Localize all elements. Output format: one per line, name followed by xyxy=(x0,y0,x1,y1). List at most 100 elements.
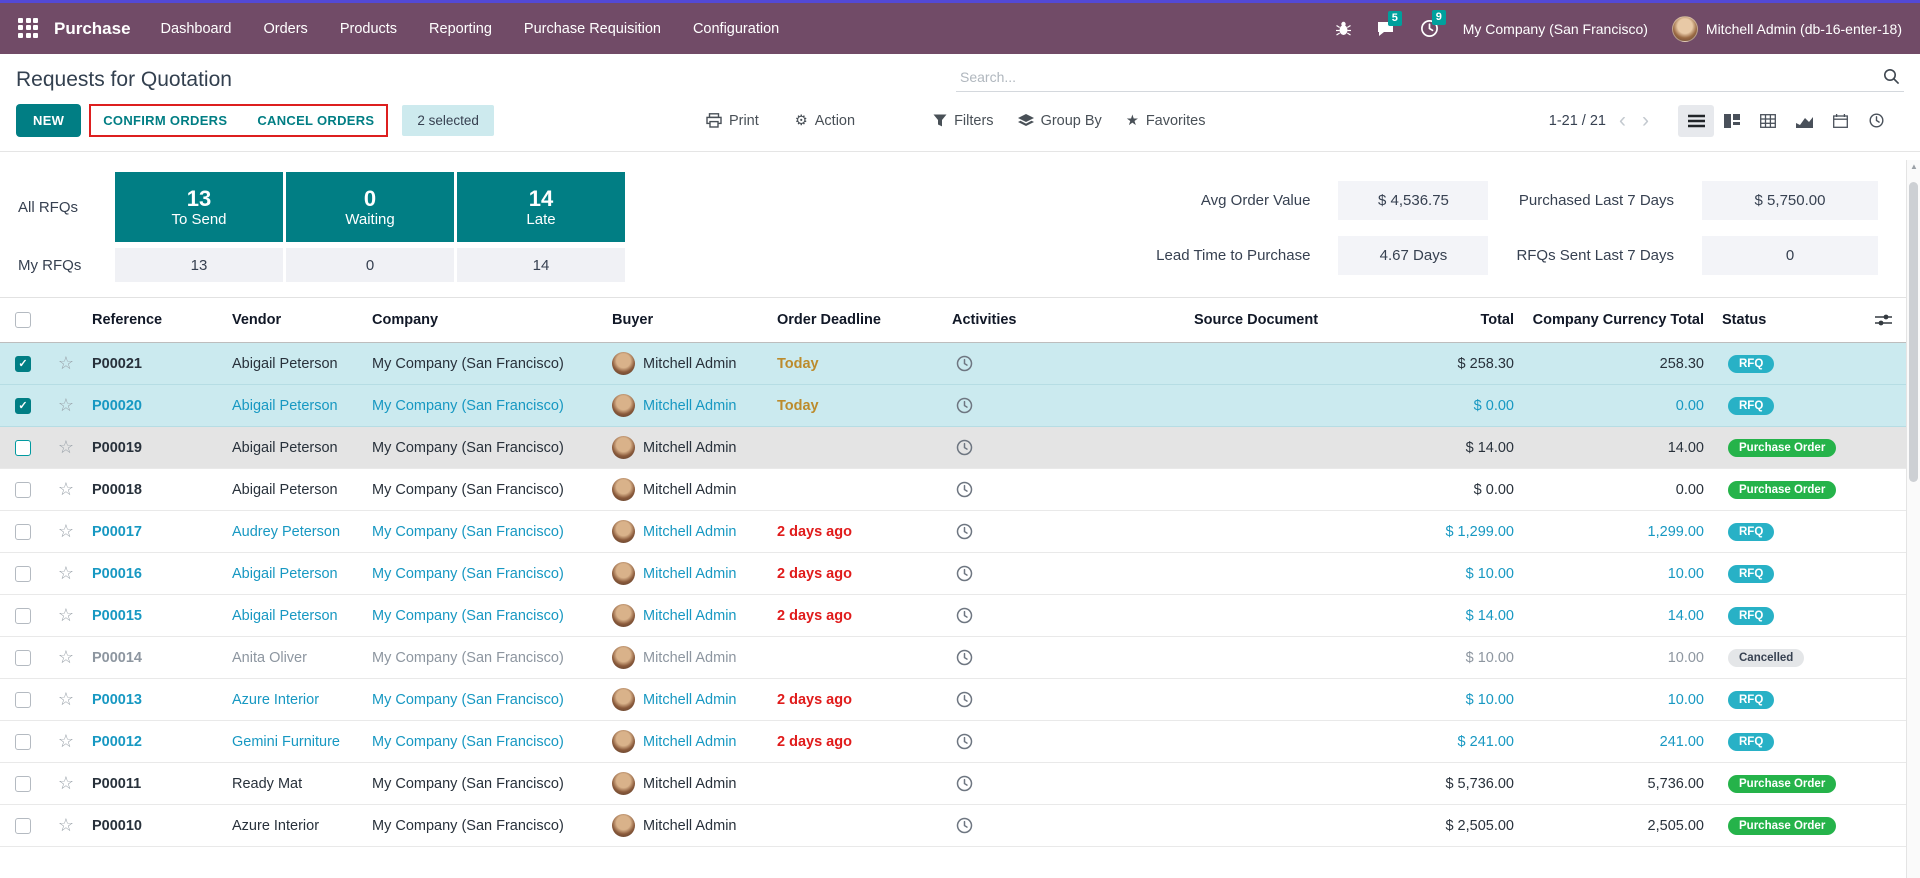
row-checkbox[interactable] xyxy=(15,817,31,834)
favorite-star-icon[interactable] xyxy=(58,773,74,794)
table-row[interactable]: P00013 Azure Interior My Company (San Fr… xyxy=(0,679,1920,721)
search-input[interactable]: Search... xyxy=(956,66,1904,92)
row-checkbox[interactable] xyxy=(15,649,31,666)
print-button[interactable]: Print xyxy=(706,113,759,129)
activity-clock-icon[interactable] xyxy=(956,607,1100,624)
my-late-value[interactable]: 14 xyxy=(457,248,625,282)
activity-clock-icon[interactable] xyxy=(956,691,1100,708)
col-status[interactable]: Status xyxy=(1722,312,1767,328)
activity-clock-icon[interactable] xyxy=(956,565,1100,582)
table-row[interactable]: P00019 Abigail Peterson My Company (San … xyxy=(0,427,1920,469)
menu-dashboard[interactable]: Dashboard xyxy=(160,20,232,37)
col-buyer[interactable]: Buyer xyxy=(612,312,654,328)
row-checkbox[interactable] xyxy=(15,775,31,792)
select-all-checkbox[interactable] xyxy=(15,312,31,328)
kpi-card-late[interactable]: 14 Late xyxy=(457,172,625,242)
vertical-scrollbar[interactable]: ▲ xyxy=(1906,160,1920,878)
scrollbar-thumb[interactable] xyxy=(1909,182,1918,482)
activity-clock-icon[interactable] xyxy=(956,481,1100,498)
company-switcher[interactable]: My Company (San Francisco) xyxy=(1462,20,1648,37)
favorites-button[interactable]: ★ Favorites xyxy=(1126,113,1206,129)
col-source-document[interactable]: Source Document xyxy=(1193,312,1319,328)
activity-clock-icon[interactable] xyxy=(956,775,1100,792)
row-checkbox[interactable] xyxy=(15,607,31,624)
table-row[interactable]: P00015 Abigail Peterson My Company (San … xyxy=(0,595,1920,637)
favorite-star-icon[interactable] xyxy=(58,647,74,668)
col-company-currency-total[interactable]: Company Currency Total xyxy=(1532,312,1704,328)
activity-clock-icon[interactable] xyxy=(956,649,1100,666)
favorite-star-icon[interactable] xyxy=(58,479,74,500)
table-row[interactable]: P00012 Gemini Furniture My Company (San … xyxy=(0,721,1920,763)
row-checkbox[interactable] xyxy=(15,523,31,540)
group-by-button[interactable]: Group By xyxy=(1017,113,1102,129)
search-icon[interactable] xyxy=(1883,68,1900,85)
table-row[interactable]: P00016 Abigail Peterson My Company (San … xyxy=(0,553,1920,595)
row-checkbox[interactable] xyxy=(15,439,31,456)
table-row[interactable]: P00010 Azure Interior My Company (San Fr… xyxy=(0,805,1920,847)
row-checkbox[interactable] xyxy=(15,355,31,372)
menu-orders[interactable]: Orders xyxy=(263,20,308,37)
app-name[interactable]: Purchase xyxy=(54,18,131,38)
confirm-orders-button[interactable]: CONFIRM ORDERS xyxy=(103,113,228,128)
activity-clock-icon[interactable] xyxy=(956,817,1100,834)
messages-icon[interactable]: 5 xyxy=(1376,10,1402,38)
pager-next-icon[interactable]: › xyxy=(1642,109,1649,132)
col-vendor[interactable]: Vendor xyxy=(232,312,282,328)
row-checkbox[interactable] xyxy=(15,691,31,708)
filters-button[interactable]: Filters xyxy=(933,113,994,129)
favorite-star-icon[interactable] xyxy=(58,395,74,416)
activity-clock-icon[interactable] xyxy=(956,733,1100,750)
menu-purchase-requisition[interactable]: Purchase Requisition xyxy=(523,20,661,37)
kpi-card-waiting[interactable]: 0 Waiting xyxy=(286,172,454,242)
favorite-star-icon[interactable] xyxy=(58,689,74,710)
apps-menu-icon[interactable] xyxy=(18,17,40,40)
cancel-orders-button[interactable]: CANCEL ORDERS xyxy=(257,113,375,128)
graph-view-button[interactable] xyxy=(1786,105,1822,137)
favorite-star-icon[interactable] xyxy=(58,437,74,458)
bug-icon[interactable] xyxy=(1335,20,1352,37)
new-button[interactable]: NEW xyxy=(16,104,82,137)
table-row[interactable]: P00017 Audrey Peterson My Company (San F… xyxy=(0,511,1920,553)
col-reference[interactable]: Reference xyxy=(92,312,163,328)
kpi-card-to-send[interactable]: 13 To Send xyxy=(115,172,283,242)
favorite-star-icon[interactable] xyxy=(58,731,74,752)
col-activities[interactable]: Activities xyxy=(952,312,1017,328)
col-company[interactable]: Company xyxy=(372,312,439,328)
table-row[interactable]: P00011 Ready Mat My Company (San Francis… xyxy=(0,763,1920,805)
row-checkbox[interactable] xyxy=(15,565,31,582)
menu-configuration[interactable]: Configuration xyxy=(692,20,780,37)
col-total[interactable]: Total xyxy=(1480,312,1514,328)
activity-clock-icon[interactable] xyxy=(956,397,1100,414)
scrollbar-up-icon[interactable]: ▲ xyxy=(1910,162,1918,171)
row-checkbox[interactable] xyxy=(15,481,31,498)
activity-clock-icon[interactable] xyxy=(956,355,1100,372)
table-row[interactable]: P00020 Abigail Peterson My Company (San … xyxy=(0,385,1920,427)
kanban-view-button[interactable] xyxy=(1714,105,1750,137)
favorite-star-icon[interactable] xyxy=(58,521,74,542)
activity-clock-icon[interactable] xyxy=(956,439,1100,456)
menu-reporting[interactable]: Reporting xyxy=(429,20,492,37)
favorite-star-icon[interactable] xyxy=(58,605,74,626)
favorite-star-icon[interactable] xyxy=(58,815,74,836)
favorite-star-icon[interactable] xyxy=(58,353,74,374)
my-waiting-value[interactable]: 0 xyxy=(286,248,454,282)
my-rfqs-label[interactable]: My RFQs xyxy=(18,256,82,274)
activity-view-button[interactable] xyxy=(1858,105,1894,137)
row-checkbox[interactable] xyxy=(15,733,31,750)
table-row[interactable]: P00014 Anita Oliver My Company (San Fran… xyxy=(0,637,1920,679)
action-button[interactable]: ⚙ Action xyxy=(795,113,855,129)
calendar-view-button[interactable] xyxy=(1822,105,1858,137)
my-to-send-value[interactable]: 13 xyxy=(115,248,283,282)
pager-prev-icon[interactable]: ‹ xyxy=(1619,109,1626,132)
table-row[interactable]: P00021 Abigail Peterson My Company (San … xyxy=(0,343,1920,385)
activities-icon[interactable]: 9 xyxy=(1420,10,1446,38)
menu-products[interactable]: Products xyxy=(339,20,398,37)
table-row[interactable]: P00018 Abigail Peterson My Company (San … xyxy=(0,469,1920,511)
row-checkbox[interactable] xyxy=(15,397,31,414)
pivot-view-button[interactable] xyxy=(1750,105,1786,137)
favorite-star-icon[interactable] xyxy=(58,563,74,584)
col-order-deadline[interactable]: Order Deadline xyxy=(777,312,881,328)
all-rfqs-label[interactable]: All RFQs xyxy=(18,198,78,216)
user-menu[interactable]: Mitchell Admin (db-16-enter-18) xyxy=(1671,15,1902,42)
optional-columns-icon[interactable] xyxy=(1875,313,1892,327)
